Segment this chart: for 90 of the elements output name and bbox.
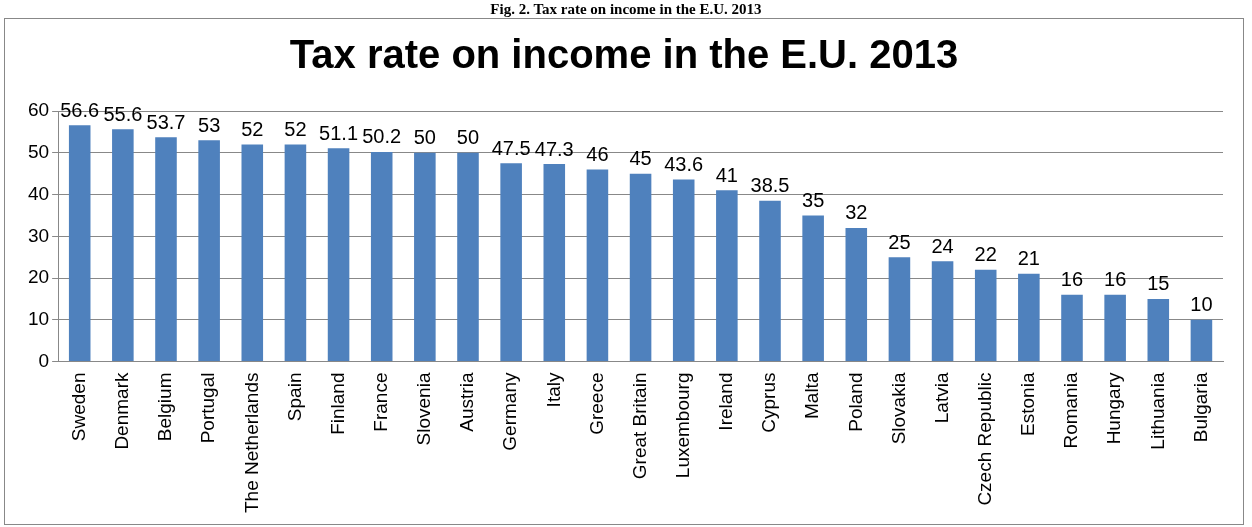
bar — [198, 140, 220, 362]
data-label: 52 — [241, 117, 264, 140]
bar — [759, 200, 781, 362]
x-tick-label: Greece — [585, 372, 607, 435]
data-label: 50.2 — [362, 125, 402, 148]
bar — [414, 152, 436, 362]
bar — [284, 144, 307, 362]
bar — [1190, 319, 1213, 362]
y-tick-label: 30 — [27, 224, 50, 246]
data-label: 51.1 — [319, 121, 359, 144]
bar — [112, 129, 134, 362]
bar — [543, 164, 566, 362]
data-label: 35 — [802, 188, 825, 211]
bar — [241, 144, 264, 362]
x-tick-label: The Netherlands — [240, 372, 262, 513]
bar — [888, 257, 911, 362]
bar — [1147, 298, 1170, 362]
y-tick-label: 10 — [27, 308, 50, 330]
data-label: 55.6 — [103, 102, 143, 125]
bar — [1061, 294, 1083, 362]
x-tick-label: Lithuania — [1146, 372, 1168, 450]
y-tick-label: 0 — [38, 349, 50, 371]
bar — [155, 137, 177, 362]
y-tick-label: 40 — [27, 182, 50, 204]
bar — [931, 261, 954, 362]
data-label: 16 — [1060, 268, 1084, 291]
x-tick-label: Estonia — [1017, 372, 1039, 436]
data-label: 16 — [1104, 268, 1127, 291]
x-tick-label: Hungary — [1103, 372, 1125, 445]
bar — [500, 163, 522, 362]
x-tick-label: France — [369, 372, 391, 432]
bar — [586, 169, 609, 362]
data-label: 50 — [456, 126, 480, 149]
bar — [370, 151, 393, 362]
x-tick-label: Czech Republic — [973, 372, 995, 506]
y-tick-label: 50 — [27, 140, 50, 162]
x-tick-label: Romania — [1060, 372, 1082, 449]
data-label: 53.7 — [146, 110, 186, 133]
data-label: 56.6 — [60, 98, 100, 121]
data-label: 47.5 — [491, 136, 531, 159]
x-tick-label: Belgium — [154, 372, 176, 442]
data-label: 45 — [629, 147, 652, 170]
data-label: 32 — [845, 201, 868, 224]
x-tick-label: Slovenia — [413, 372, 435, 446]
data-label: 24 — [931, 234, 954, 257]
data-label: 25 — [888, 230, 911, 253]
x-tick-label: Denmark — [111, 372, 133, 450]
data-label: 41 — [715, 163, 738, 186]
x-tick-label: Italy — [542, 372, 564, 408]
chart-title: Tax rate on income in the E.U. 2013 — [289, 32, 959, 77]
x-tick-label: Slovakia — [887, 372, 909, 445]
bar — [629, 173, 652, 362]
data-label: 21 — [1017, 247, 1040, 270]
x-tick-label: Malta — [801, 372, 823, 419]
x-tick-label: Austria — [456, 372, 478, 432]
data-label: 10 — [1190, 293, 1213, 316]
bar — [457, 152, 479, 362]
y-tick-label: 20 — [27, 266, 50, 288]
data-label: 38.5 — [750, 174, 790, 197]
x-tick-label: Finland — [326, 372, 348, 435]
data-label: 52 — [284, 117, 307, 140]
bar — [672, 179, 695, 362]
data-label: 50 — [413, 126, 436, 149]
data-label: 15 — [1147, 272, 1170, 295]
caption: Fig. 2. Tax rate on income in the E.U. 2013 — [489, 0, 763, 18]
bar — [845, 227, 868, 362]
bar — [1104, 294, 1126, 362]
bar — [716, 190, 738, 362]
bar — [327, 148, 350, 362]
data-label: 46 — [586, 142, 609, 165]
bar — [974, 269, 997, 362]
data-label: 43.6 — [664, 152, 704, 175]
data-label: 53 — [198, 113, 221, 136]
x-tick-label: Sweden — [67, 372, 89, 442]
bar — [802, 215, 824, 362]
data-label: 47.3 — [534, 137, 574, 160]
x-tick-label: Portugal — [197, 372, 219, 444]
x-tick-label: Germany — [499, 372, 521, 451]
x-tick-label: Spain — [283, 372, 305, 422]
x-tick-label: Poland — [844, 372, 866, 432]
x-tick-label: Cyprus — [758, 372, 780, 433]
x-tick-label: Ireland — [715, 372, 737, 431]
x-tick-label: Great Britain — [628, 372, 650, 480]
bar — [68, 125, 91, 362]
y-tick-label: 60 — [27, 99, 50, 121]
x-tick-label: Bulgaria — [1189, 372, 1211, 443]
x-tick-label: Latvia — [930, 372, 952, 424]
data-label: 22 — [974, 243, 997, 266]
x-tick-label: Luxembourg — [671, 372, 693, 479]
bar — [1018, 273, 1040, 362]
